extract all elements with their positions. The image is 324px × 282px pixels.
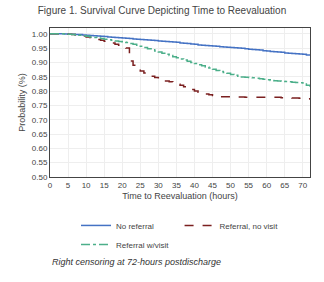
svg-text:0.85: 0.85 (32, 73, 48, 82)
svg-text:Referral, no visit: Referral, no visit (220, 222, 279, 231)
svg-text:0.65: 0.65 (32, 130, 48, 139)
svg-text:40: 40 (190, 181, 199, 190)
svg-text:0.75: 0.75 (32, 101, 48, 110)
svg-text:Referral w/visit: Referral w/visit (116, 241, 169, 250)
svg-text:0.80: 0.80 (32, 87, 48, 96)
svg-text:55: 55 (244, 181, 253, 190)
svg-text:Time to Reevaluation (hours): Time to Reevaluation (hours) (122, 191, 238, 201)
svg-text:0.60: 0.60 (32, 144, 48, 153)
svg-text:Probability (%): Probability (%) (17, 73, 27, 132)
svg-text:65: 65 (280, 181, 289, 190)
svg-text:50: 50 (226, 181, 235, 190)
svg-text:0: 0 (48, 181, 53, 190)
svg-text:Figure 1. Survival Curve Depic: Figure 1. Survival Curve Depicting Time … (38, 5, 286, 16)
svg-text:60: 60 (262, 181, 271, 190)
svg-text:35: 35 (172, 181, 181, 190)
svg-text:0.90: 0.90 (32, 58, 48, 67)
svg-text:10: 10 (82, 181, 91, 190)
svg-text:Right censoring at 72-hours po: Right censoring at 72-hours postdischarg… (52, 257, 221, 267)
svg-text:0.95: 0.95 (32, 44, 48, 53)
svg-text:5: 5 (66, 181, 71, 190)
svg-text:15: 15 (100, 181, 109, 190)
svg-text:25: 25 (136, 181, 145, 190)
svg-text:70: 70 (298, 181, 307, 190)
svg-text:0.50: 0.50 (32, 173, 48, 182)
svg-text:0.55: 0.55 (32, 158, 48, 167)
svg-text:0.70: 0.70 (32, 115, 48, 124)
svg-text:No referral: No referral (116, 222, 154, 231)
svg-text:1.00: 1.00 (32, 30, 48, 39)
svg-text:45: 45 (208, 181, 217, 190)
svg-text:20: 20 (118, 181, 127, 190)
svg-text:30: 30 (154, 181, 163, 190)
